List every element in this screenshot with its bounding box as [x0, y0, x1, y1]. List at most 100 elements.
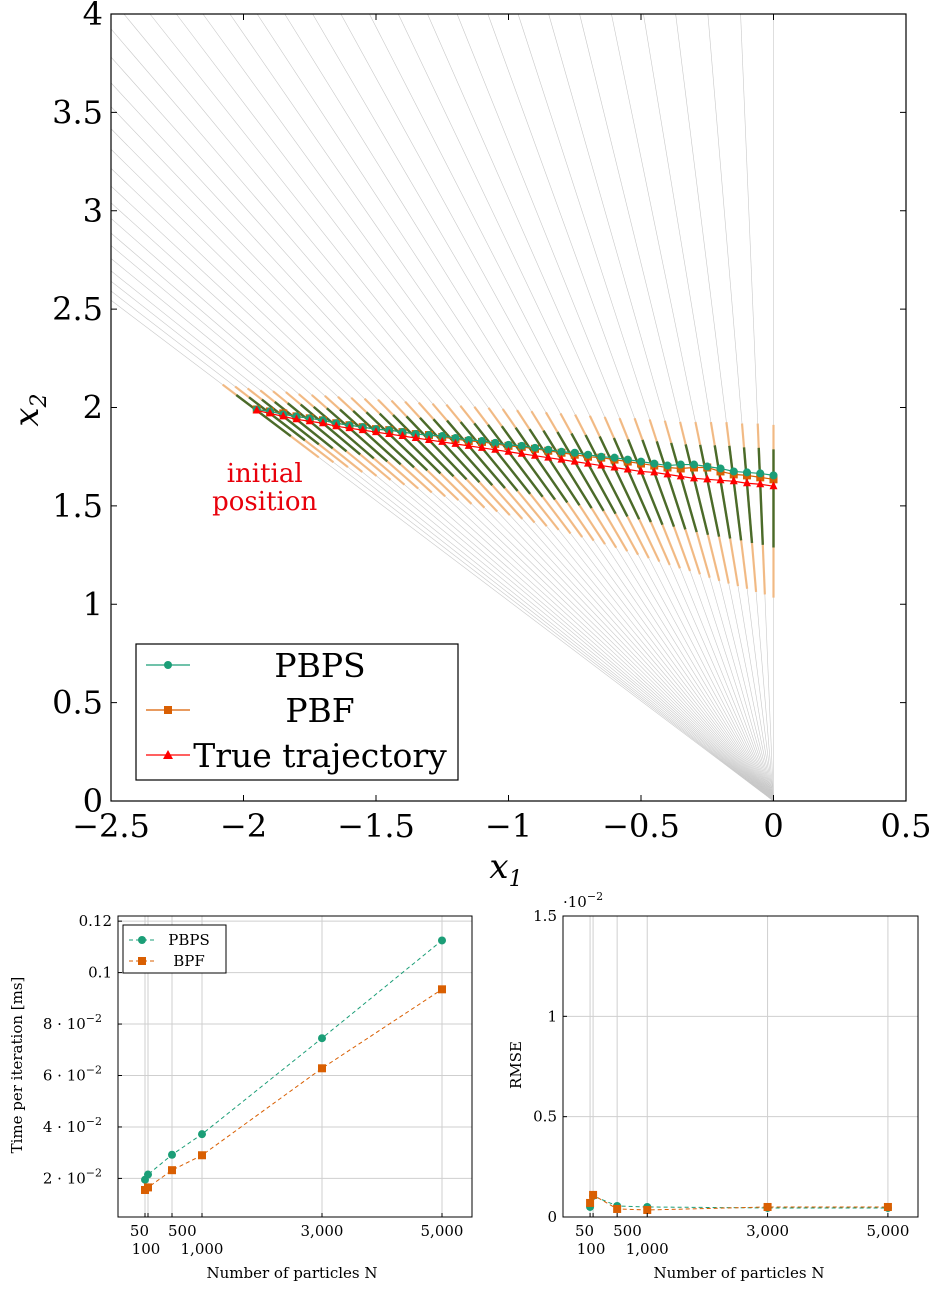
y-tick-label: 1 [547, 1007, 557, 1025]
data-point [531, 443, 539, 452]
particle-spread-pbps [326, 407, 389, 463]
x-tick-label: −0.5 [602, 807, 680, 845]
particle-spread-pbps [365, 411, 429, 472]
y-axis-label: Time per iteration [ms] [8, 977, 26, 1154]
data-point [292, 414, 301, 423]
data-point [144, 1170, 152, 1179]
y-tick-exponent: −2 [86, 1115, 102, 1128]
data-point [663, 469, 672, 478]
particle-spread-pbps [459, 421, 519, 492]
x-tick-label: 1,000 [181, 1240, 224, 1258]
x-tick-label: 100 [577, 1240, 606, 1258]
particle-spread-pbps [684, 444, 710, 536]
data-point [703, 462, 712, 471]
data-point [438, 432, 447, 441]
y-tick-label: 0 [83, 782, 103, 820]
y-axis-label: RMSE [507, 1041, 525, 1089]
y-tick-label: 0 [547, 1208, 557, 1226]
bearing-ray [340, 13, 774, 802]
y-tick-label: 0.1 [88, 964, 112, 982]
bearing-ray [110, 202, 774, 802]
particle-spread-pbps [446, 419, 506, 489]
data-point [438, 936, 446, 945]
particle-spread-pbps [728, 445, 743, 541]
axis-ticks: −2.5 −2 −1.5 −1 −0.5 0 0.5 0 0.5 1 1.5 2 2.5 3 3.5 4 [52, 0, 929, 845]
legend-marker-pbps [138, 936, 146, 944]
legend-label-bpf: BPF [173, 952, 205, 970]
data-point [584, 458, 592, 467]
data-point [318, 1064, 326, 1073]
y-tick-exponent: −2 [86, 1012, 102, 1025]
bearing-ray [548, 13, 774, 802]
x-tick-label: 5,000 [421, 1222, 464, 1240]
data-point [517, 441, 526, 450]
data-point [763, 1202, 772, 1211]
bearing-ray [110, 232, 774, 802]
data-point [451, 438, 460, 447]
x-tick-label: 500 [613, 1222, 642, 1240]
y-tick-label: 4 [83, 0, 103, 33]
series-line-pbps [256, 408, 774, 476]
legend-label-pbf: PBF [285, 691, 354, 730]
data-point [570, 448, 579, 457]
plot-frame [562, 915, 919, 1218]
y-tick-label: 0.12 [79, 912, 112, 930]
bearing-ray [110, 270, 774, 802]
data-point [703, 474, 712, 483]
particle-spread-pbps [528, 428, 581, 506]
particle-spread-pbps [641, 439, 676, 528]
data-point [743, 468, 751, 477]
particle-spread-pbps [570, 432, 617, 515]
particle-spread-pbps [312, 405, 375, 460]
data-point [690, 473, 698, 482]
bearing-ray [229, 13, 774, 802]
legend: PBPS BPF [122, 924, 227, 974]
series-line-true-trajectory [256, 409, 774, 487]
data-point [318, 1034, 326, 1043]
annotation-line-1: initial [227, 459, 303, 489]
data-point [144, 1183, 152, 1192]
particle-spread-pbps [627, 439, 664, 526]
data-point [650, 459, 659, 468]
data-point [345, 423, 354, 432]
y-tick-label: 2 [83, 389, 103, 427]
data-point [438, 985, 446, 994]
data-point [438, 436, 447, 445]
y-tick-label: 1.5 [52, 487, 103, 525]
data-point [729, 476, 738, 485]
data-point [769, 481, 778, 490]
bearing-ray [110, 300, 774, 802]
series-line-bpf [589, 1194, 888, 1211]
bearing-ray [517, 13, 774, 802]
y-tick-label: 8 · 10−2 [43, 1012, 102, 1033]
bearing-ray [456, 13, 774, 802]
particle-spread-pbps [432, 418, 494, 486]
data-point [586, 1198, 595, 1207]
data-point [584, 450, 592, 459]
bearing-ray [312, 13, 774, 802]
x-tick-label: 3,000 [301, 1222, 344, 1240]
x-tick-label: −1 [485, 807, 532, 845]
x-axis-label: x1 [489, 847, 522, 892]
legend-label-pbps: PBPS [168, 931, 209, 949]
data-point [637, 466, 645, 475]
particle-spread-pbps [542, 429, 593, 509]
data-point [425, 434, 433, 443]
data-point [716, 464, 725, 473]
bearing-ray [284, 13, 774, 802]
x-axis-label-base: x [489, 847, 508, 887]
particle-spread-pbps [419, 416, 481, 484]
particle-spread-pbps [655, 441, 687, 530]
data-point [544, 452, 553, 461]
data-point [531, 450, 539, 459]
bearing-ray [611, 13, 774, 802]
y-scale-base: ·10 [563, 893, 587, 911]
y-scale-exponent: −2 [587, 890, 603, 903]
bearing-ray [643, 13, 774, 802]
legend-marker-true [163, 750, 173, 759]
bearing-ray [110, 280, 774, 802]
data-point [305, 416, 314, 425]
x-tick-label: 0 [763, 807, 783, 845]
